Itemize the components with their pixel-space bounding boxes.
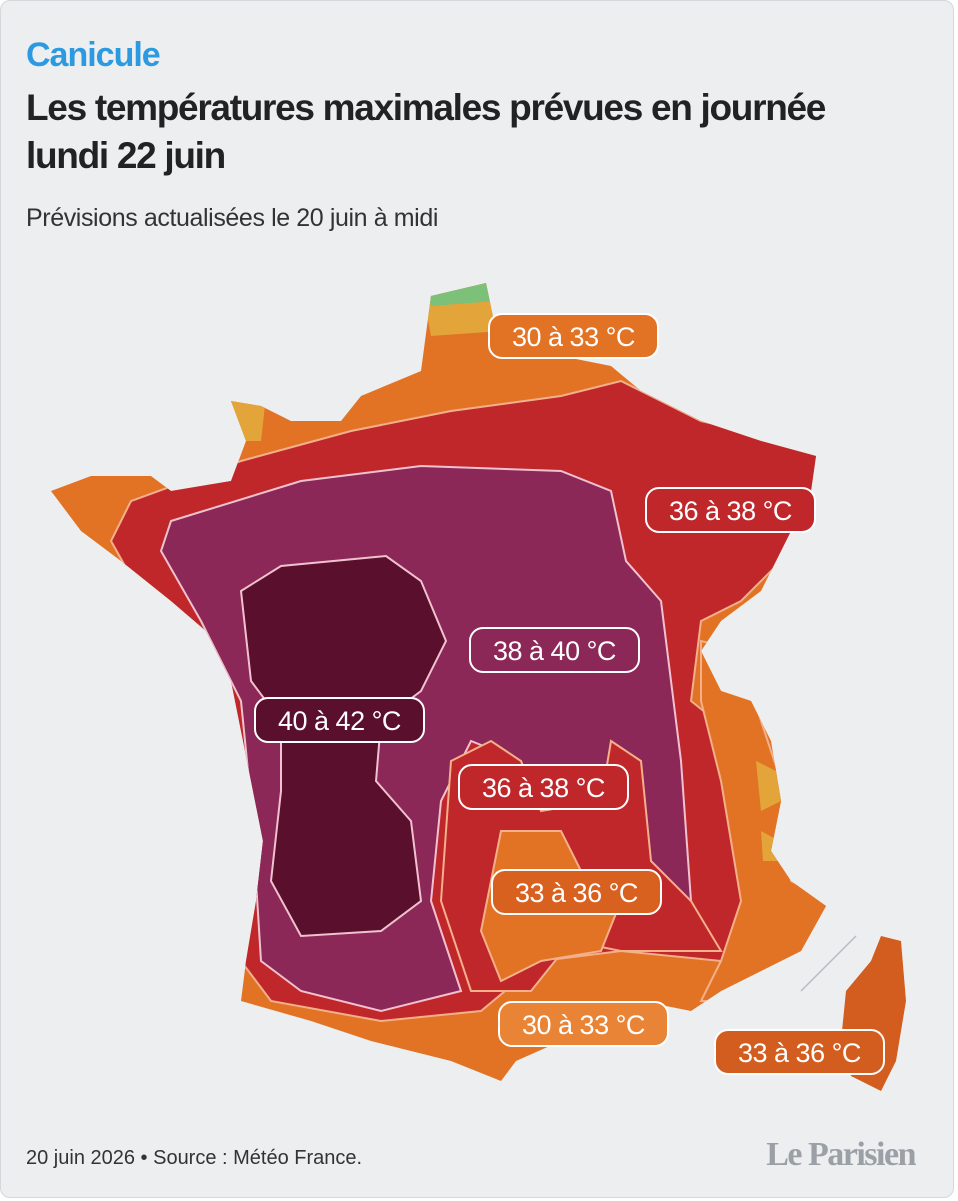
source: 20 juin 2026 • Source : Météo France. [26,1147,363,1169]
zone-label: 30 à 33 °C [488,313,659,359]
inset-line [800,935,857,992]
zone-label: 33 à 36 °C [491,869,662,915]
zone-label: 36 à 38 °C [458,764,629,810]
zone-label: 30 à 33 °C [498,1001,669,1047]
zone-label: 36 à 38 °C [645,487,816,533]
subtitle: Prévisions actualisées le 20 juin à midi [26,204,438,232]
mainland [51,283,826,1081]
zone-label: 40 à 42 °C [254,697,425,743]
brand: Le Parisien [766,1136,916,1173]
title-line: lundi 22 juin [26,135,226,176]
zone-label: 38 à 40 °C [469,627,640,673]
zone-label: 33 à 36 °C [714,1029,885,1075]
title-line: Les températures maximales prévues en jo… [26,87,826,128]
kicker: Canicule [26,36,161,74]
